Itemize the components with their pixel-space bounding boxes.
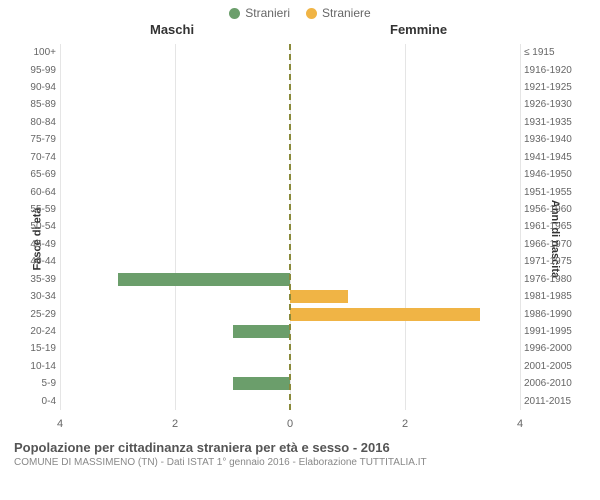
x-tick: 0 (287, 418, 293, 430)
birth-label: 1976-1980 (520, 274, 580, 285)
age-label: 50-54 (20, 221, 60, 232)
age-label: 20-24 (20, 326, 60, 337)
center-line (289, 44, 291, 410)
birth-label: 1931-1935 (520, 117, 580, 128)
age-label: 100+ (20, 47, 60, 58)
caption-title: Popolazione per cittadinanza straniera p… (14, 440, 586, 455)
category-titles: Maschi Femmine (0, 22, 600, 40)
age-label: 45-49 (20, 239, 60, 250)
age-label: 75-79 (20, 134, 60, 145)
birth-label: 1961-1965 (520, 221, 580, 232)
x-tick: 4 (517, 418, 523, 430)
age-label: 0-4 (20, 396, 60, 407)
birth-label: 1926-1930 (520, 99, 580, 110)
birth-label: 1946-1950 (520, 169, 580, 180)
birth-label: 1921-1925 (520, 82, 580, 93)
category-left-title: Maschi (150, 22, 194, 37)
birth-label: 1991-1995 (520, 326, 580, 337)
bar-male (233, 325, 291, 338)
birth-label: 1956-1960 (520, 204, 580, 215)
bar-female (290, 308, 480, 321)
birth-label: 2006-2010 (520, 378, 580, 389)
x-tick: 4 (57, 418, 63, 430)
birth-label: 1986-1990 (520, 309, 580, 320)
birth-label: 1936-1940 (520, 134, 580, 145)
legend-label-male: Stranieri (245, 6, 290, 20)
chart-area: Fasce di età Anni di nascita 100+≤ 19159… (0, 40, 600, 438)
birth-label: 1981-1985 (520, 291, 580, 302)
legend-label-female: Straniere (322, 6, 371, 20)
age-label: 35-39 (20, 274, 60, 285)
bar-male (118, 273, 291, 286)
age-label: 70-74 (20, 152, 60, 163)
birth-label: 1966-1970 (520, 239, 580, 250)
birth-label: 1996-2000 (520, 343, 580, 354)
age-label: 15-19 (20, 343, 60, 354)
age-label: 30-34 (20, 291, 60, 302)
age-label: 25-29 (20, 309, 60, 320)
x-tick: 2 (172, 418, 178, 430)
age-label: 10-14 (20, 361, 60, 372)
caption: Popolazione per cittadinanza straniera p… (0, 438, 600, 468)
legend: Stranieri Straniere (0, 0, 600, 22)
bar-female (290, 290, 348, 303)
legend-item-male: Stranieri (229, 6, 290, 20)
age-label: 65-69 (20, 169, 60, 180)
birth-label: 1971-1975 (520, 256, 580, 267)
age-label: 90-94 (20, 82, 60, 93)
birth-label: 1916-1920 (520, 65, 580, 76)
x-tick: 2 (402, 418, 408, 430)
birth-label: 1951-1955 (520, 187, 580, 198)
bar-male (233, 377, 291, 390)
birth-label: 2001-2005 (520, 361, 580, 372)
age-label: 40-44 (20, 256, 60, 267)
swatch-male (229, 8, 240, 19)
age-label: 5-9 (20, 378, 60, 389)
age-label: 55-59 (20, 204, 60, 215)
plot: 100+≤ 191595-991916-192090-941921-192585… (60, 44, 520, 410)
age-label: 80-84 (20, 117, 60, 128)
legend-item-female: Straniere (306, 6, 371, 20)
age-label: 60-64 (20, 187, 60, 198)
birth-label: ≤ 1915 (520, 47, 580, 58)
age-label: 85-89 (20, 99, 60, 110)
birth-label: 1941-1945 (520, 152, 580, 163)
birth-label: 2011-2015 (520, 396, 580, 407)
category-right-title: Femmine (390, 22, 447, 37)
age-label: 95-99 (20, 65, 60, 76)
swatch-female (306, 8, 317, 19)
caption-subtitle: COMUNE DI MASSIMENO (TN) - Dati ISTAT 1°… (14, 457, 586, 468)
